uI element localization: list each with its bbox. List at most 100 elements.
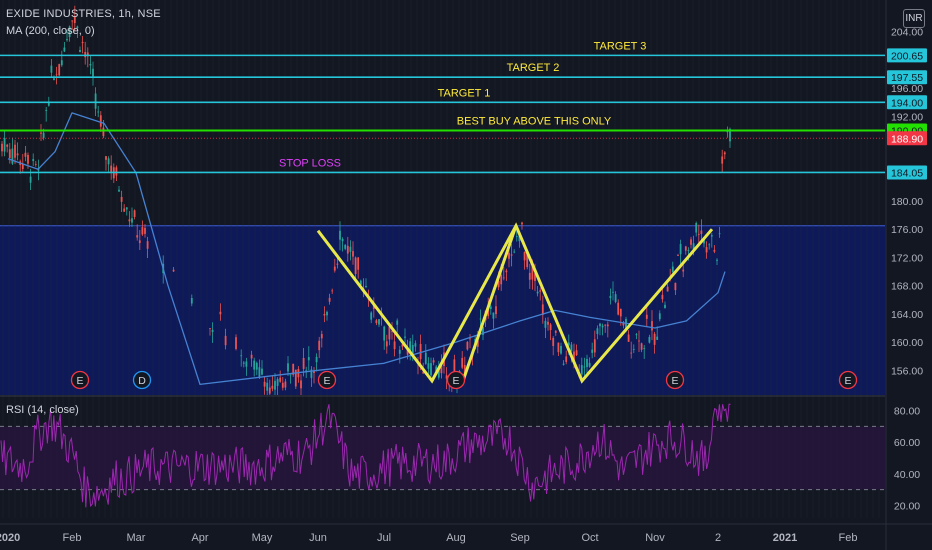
candle-body [133, 210, 136, 217]
candle-body [261, 368, 263, 375]
dividend-marker[interactable] [132, 370, 152, 390]
candle-body [8, 149, 11, 159]
candle-body [29, 176, 32, 183]
price-axis[interactable]: 156.00 160.00 164.00 168.00 172.00 176.00 180.… [885, 0, 923, 550]
candle-body [716, 259, 718, 261]
candle-body [536, 291, 539, 294]
candle-body [383, 326, 386, 341]
rsi-axis-tick: 40.00 [894, 469, 920, 481]
candle-body [97, 111, 100, 113]
candle-body [219, 311, 222, 315]
candle-body [541, 304, 544, 315]
candle-body [445, 375, 448, 379]
time-axis[interactable]: 2020 Feb Mar Apr May Jun Jul Aug Sep Oct Nov 2 2021 F… [0, 532, 857, 544]
marker-label: D [138, 375, 146, 387]
time-axis-tick: Aug [446, 532, 466, 544]
candle-body [630, 352, 633, 354]
candle-body [479, 318, 482, 320]
earnings-marker[interactable] [317, 370, 337, 390]
candle-body [513, 251, 516, 253]
candle-body [27, 154, 29, 164]
axis-price-badge-text: 184.05 [891, 167, 923, 179]
candle-body [515, 236, 518, 237]
candle-body [326, 311, 328, 316]
time-axis-tick: 2 [715, 532, 721, 544]
candle-body [318, 340, 321, 351]
price-level-label: TARGET 3 [594, 40, 647, 52]
candle-body [648, 336, 651, 343]
candle-body [76, 26, 79, 29]
candle-body [547, 321, 549, 325]
candle-body [723, 152, 726, 155]
candle-body [708, 244, 711, 246]
candle-body [211, 329, 214, 333]
candle-body [42, 132, 45, 138]
candle-body [466, 341, 469, 350]
candle-body [718, 233, 721, 235]
candle-body [105, 156, 107, 160]
candle-body [281, 382, 284, 388]
candle-body [627, 334, 630, 342]
price-level-label: STOP LOSS [279, 157, 341, 169]
candle-body [593, 339, 596, 353]
earnings-marker[interactable] [665, 370, 685, 390]
earnings-marker[interactable] [838, 370, 858, 390]
candle-body [333, 266, 336, 271]
time-axis-tick: Oct [581, 532, 598, 544]
time-axis-tick: Mar [127, 532, 146, 544]
chart-pattern-line [461, 225, 518, 382]
candle-body [45, 109, 48, 111]
candle-body [437, 365, 440, 378]
candle-body [554, 330, 557, 333]
candle-body [427, 363, 430, 369]
candle-body [419, 343, 422, 360]
candle-body [55, 74, 58, 76]
candle-body [258, 367, 261, 377]
candle-body [274, 380, 276, 390]
candle-body [276, 379, 279, 386]
candle-body [700, 230, 703, 234]
candle-body [68, 26, 71, 38]
candle-body [658, 313, 661, 320]
candle-body [575, 350, 578, 356]
candle-body [697, 233, 700, 235]
candle-body [388, 326, 391, 340]
marker-label: E [323, 375, 330, 387]
candle-body [544, 320, 547, 328]
time-axis-tick: 2020 [0, 532, 20, 544]
candle-body [24, 152, 27, 157]
candle-body [250, 354, 253, 359]
candle-body [664, 304, 666, 309]
candle-body [370, 312, 373, 320]
candle-body [552, 337, 555, 346]
candle-body [406, 348, 409, 355]
candle-body [549, 324, 552, 331]
time-axis-tick: May [252, 532, 273, 544]
candle-body [14, 144, 16, 158]
candle-body [320, 334, 323, 339]
candle-body [404, 336, 406, 338]
candle-body [128, 219, 131, 222]
candle-body [531, 265, 534, 280]
candle-body [435, 366, 438, 373]
rsi-indicator-label[interactable]: RSI (14, close) [6, 404, 79, 416]
candle-body [245, 361, 248, 367]
candle-body [606, 324, 609, 327]
candle-body [378, 319, 380, 325]
time-axis-tick: Feb [63, 532, 82, 544]
earnings-marker[interactable] [446, 370, 466, 390]
candle-body [271, 385, 274, 389]
candle-body [287, 363, 289, 372]
candle-body [53, 78, 55, 81]
earnings-marker[interactable] [70, 370, 90, 390]
currency-button[interactable]: INR [903, 9, 925, 28]
candle-body [604, 324, 607, 326]
candle-body [526, 253, 529, 268]
candle-body [518, 235, 521, 242]
candle-body [138, 240, 141, 244]
time-axis-tick: Apr [191, 532, 208, 544]
candle-body [341, 238, 344, 242]
rsi-axis-tick: 20.00 [894, 500, 920, 512]
ma-indicator-label[interactable]: MA (200, close, 0) [6, 25, 95, 37]
